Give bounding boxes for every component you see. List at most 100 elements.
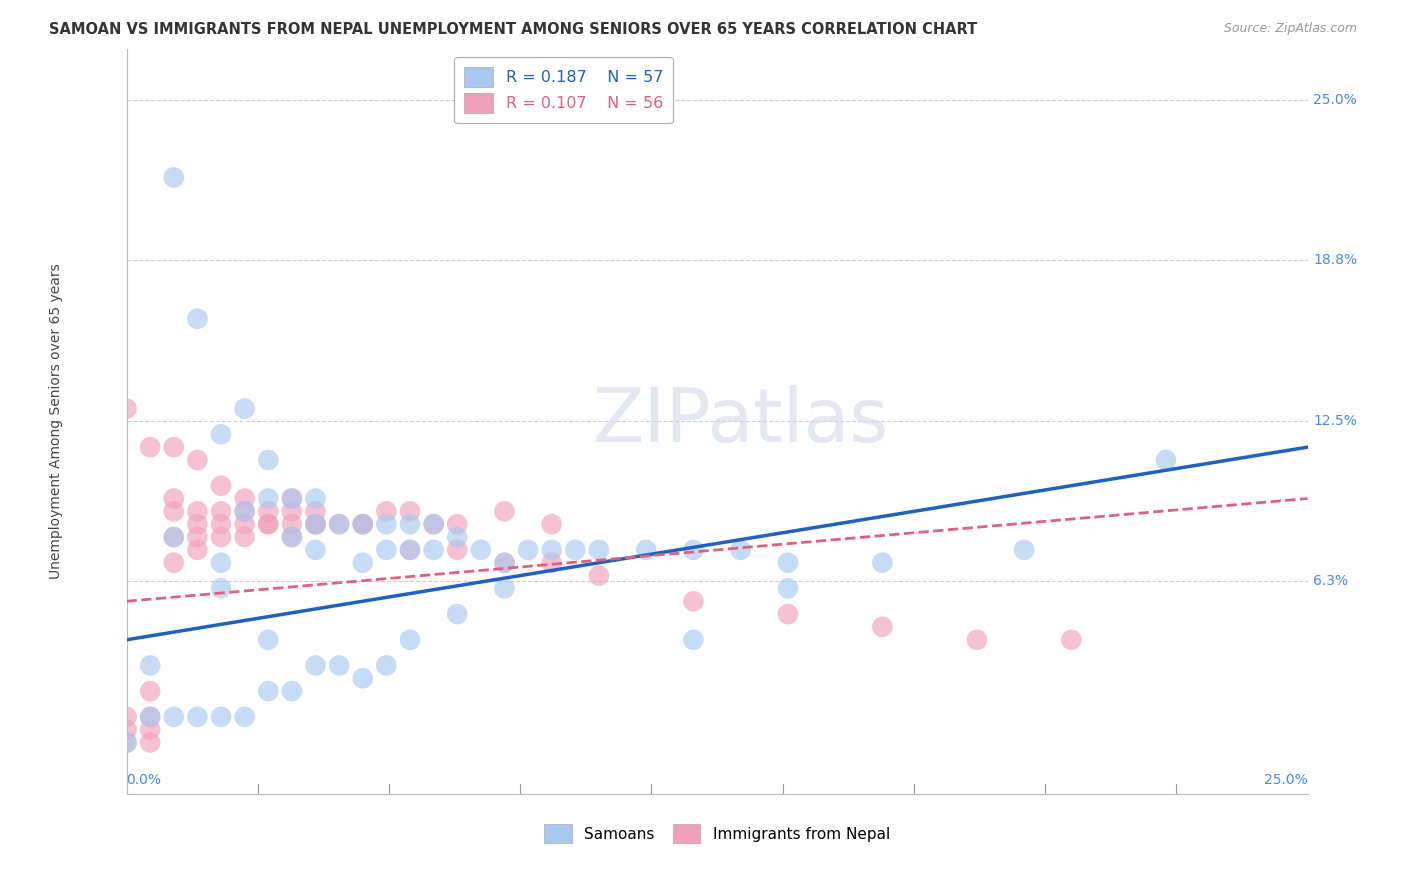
Point — [966, 632, 988, 647]
Text: 12.5%: 12.5% — [1313, 415, 1357, 428]
Point — [257, 504, 280, 518]
Point — [352, 517, 374, 532]
Point — [352, 517, 374, 532]
Point — [233, 530, 256, 544]
Point — [257, 632, 280, 647]
Point — [209, 504, 232, 518]
Point — [139, 735, 162, 749]
Point — [872, 620, 894, 634]
Point — [163, 710, 186, 724]
Point — [375, 658, 398, 673]
Text: 25.0%: 25.0% — [1313, 94, 1357, 107]
Point — [257, 491, 280, 506]
Point — [1060, 632, 1083, 647]
Point — [209, 710, 232, 724]
Point — [209, 478, 232, 492]
Point — [540, 542, 562, 557]
Point — [422, 542, 444, 557]
Point — [776, 582, 799, 596]
Point — [186, 504, 208, 518]
Text: 0.0%: 0.0% — [127, 773, 162, 788]
Point — [375, 542, 398, 557]
Point — [328, 658, 350, 673]
Point — [186, 530, 208, 544]
Point — [186, 542, 208, 557]
Point — [328, 517, 350, 532]
Point — [517, 542, 540, 557]
Point — [399, 632, 422, 647]
Point — [399, 504, 422, 518]
Point — [163, 504, 186, 518]
Point — [139, 684, 162, 698]
Point — [588, 542, 610, 557]
Point — [115, 723, 138, 737]
Text: 25.0%: 25.0% — [1264, 773, 1308, 788]
Point — [352, 517, 374, 532]
Point — [1012, 542, 1035, 557]
Point — [209, 530, 232, 544]
Point — [494, 556, 516, 570]
Point — [422, 517, 444, 532]
Point — [257, 517, 280, 532]
Point — [304, 542, 326, 557]
Point — [115, 710, 138, 724]
Point — [233, 504, 256, 518]
Point — [115, 735, 138, 749]
Point — [304, 491, 326, 506]
Point — [281, 491, 304, 506]
Point — [494, 504, 516, 518]
Point — [304, 658, 326, 673]
Point — [257, 517, 280, 532]
Point — [730, 542, 752, 557]
Point — [163, 530, 186, 544]
Point — [564, 542, 586, 557]
Point — [281, 491, 304, 506]
Legend: Samoans, Immigrants from Nepal: Samoans, Immigrants from Nepal — [538, 818, 896, 849]
Text: 18.8%: 18.8% — [1313, 252, 1358, 267]
Point — [139, 723, 162, 737]
Point — [281, 517, 304, 532]
Point — [233, 491, 256, 506]
Point — [1154, 453, 1177, 467]
Point — [163, 530, 186, 544]
Point — [163, 491, 186, 506]
Text: ZIPatlas: ZIPatlas — [592, 385, 889, 458]
Point — [776, 607, 799, 621]
Point — [304, 504, 326, 518]
Point — [186, 710, 208, 724]
Point — [304, 517, 326, 532]
Point — [776, 556, 799, 570]
Point — [446, 542, 468, 557]
Point — [209, 517, 232, 532]
Point — [446, 517, 468, 532]
Point — [399, 542, 422, 557]
Point — [682, 594, 704, 608]
Point — [209, 556, 232, 570]
Text: Unemployment Among Seniors over 65 years: Unemployment Among Seniors over 65 years — [49, 264, 63, 579]
Point — [281, 530, 304, 544]
Point — [209, 427, 232, 442]
Point — [352, 671, 374, 685]
Point — [494, 582, 516, 596]
Point — [422, 517, 444, 532]
Text: Source: ZipAtlas.com: Source: ZipAtlas.com — [1223, 22, 1357, 36]
Point — [163, 170, 186, 185]
Point — [446, 607, 468, 621]
Point — [540, 556, 562, 570]
Point — [375, 517, 398, 532]
Point — [281, 530, 304, 544]
Point — [470, 542, 492, 557]
Point — [186, 311, 208, 326]
Point — [399, 517, 422, 532]
Point — [186, 453, 208, 467]
Point — [682, 632, 704, 647]
Point — [233, 710, 256, 724]
Point — [233, 401, 256, 416]
Point — [304, 517, 326, 532]
Point — [281, 504, 304, 518]
Point — [352, 556, 374, 570]
Text: SAMOAN VS IMMIGRANTS FROM NEPAL UNEMPLOYMENT AMONG SENIORS OVER 65 YEARS CORRELA: SAMOAN VS IMMIGRANTS FROM NEPAL UNEMPLOY… — [49, 22, 977, 37]
Point — [494, 556, 516, 570]
Point — [163, 556, 186, 570]
Point — [115, 401, 138, 416]
